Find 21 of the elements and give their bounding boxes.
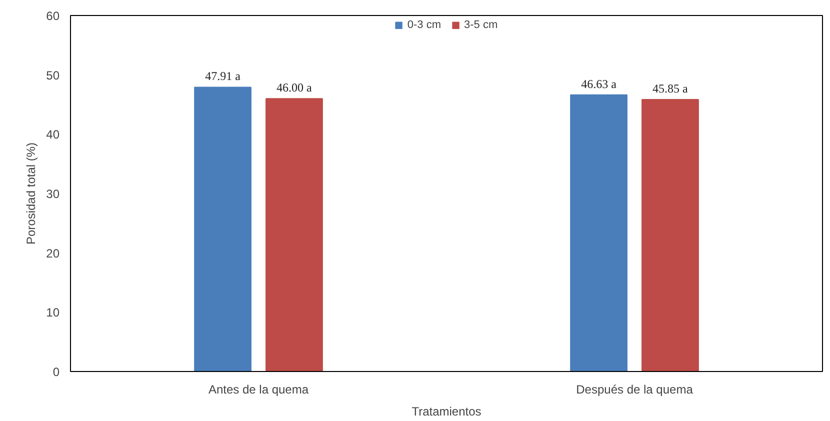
x-tick-label: Después de la quema bbox=[576, 382, 694, 396]
y-axis-title: Porosidad total (%) bbox=[24, 142, 38, 245]
data-label: 46.63 a bbox=[581, 76, 618, 91]
bar bbox=[266, 98, 323, 372]
bar bbox=[194, 86, 252, 372]
y-tick-label: 60 bbox=[46, 9, 60, 23]
y-tick-label: 40 bbox=[46, 128, 60, 142]
bar bbox=[642, 98, 699, 372]
data-label: 47.91 a bbox=[205, 69, 242, 84]
y-tick-label: 20 bbox=[46, 246, 60, 260]
legend-label: 3-5 cm bbox=[464, 19, 498, 31]
y-tick-label: 50 bbox=[46, 68, 60, 82]
data-label: 45.85 a bbox=[652, 81, 689, 96]
data-label: 46.00 a bbox=[276, 80, 313, 95]
y-tick-label: 30 bbox=[46, 187, 60, 201]
x-tick-label: Antes de la quema bbox=[208, 382, 309, 396]
x-axis-title: Tratamientos bbox=[412, 404, 482, 418]
bar bbox=[570, 94, 628, 372]
legend-label: 0-3 cm bbox=[407, 19, 441, 31]
y-tick-label: 0 bbox=[52, 365, 60, 379]
y-tick-label: 10 bbox=[46, 306, 60, 320]
